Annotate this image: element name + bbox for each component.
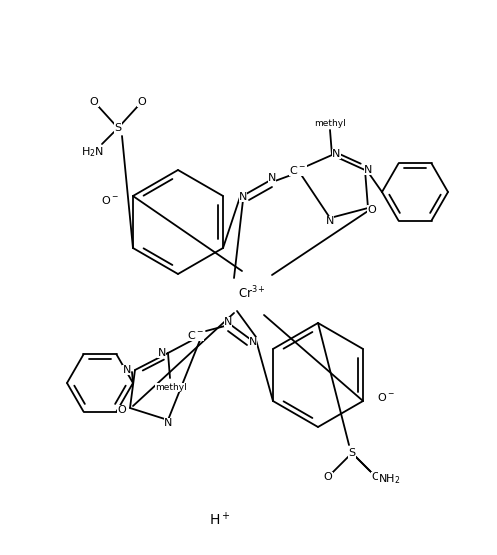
Text: NH$_2$: NH$_2$ xyxy=(378,472,401,486)
Text: N: N xyxy=(326,216,334,226)
Text: H$_2$N: H$_2$N xyxy=(81,145,104,159)
Text: O: O xyxy=(89,97,98,107)
Text: O: O xyxy=(368,205,376,215)
Text: N: N xyxy=(224,317,232,327)
Text: O$^-$: O$^-$ xyxy=(377,391,395,403)
Text: N: N xyxy=(332,149,340,159)
Text: H$^+$: H$^+$ xyxy=(209,511,231,529)
Text: O: O xyxy=(117,405,126,415)
Text: S: S xyxy=(348,448,355,458)
Text: N: N xyxy=(123,365,131,375)
Text: O: O xyxy=(324,472,332,482)
Text: O$^-$: O$^-$ xyxy=(101,194,119,206)
Text: O: O xyxy=(372,472,380,482)
Text: N: N xyxy=(239,192,247,202)
Text: N: N xyxy=(164,418,172,428)
Text: S: S xyxy=(114,123,122,133)
Text: C$^-$: C$^-$ xyxy=(289,164,307,176)
Text: Cr$^{3+}$: Cr$^{3+}$ xyxy=(238,285,266,301)
Text: O: O xyxy=(138,97,147,107)
Text: methyl: methyl xyxy=(314,119,346,128)
Text: N: N xyxy=(268,173,276,183)
Text: methyl: methyl xyxy=(155,382,187,391)
Text: N: N xyxy=(364,165,372,175)
Text: N: N xyxy=(158,348,166,358)
Text: C$^-$: C$^-$ xyxy=(187,329,204,341)
Text: N: N xyxy=(249,337,257,347)
